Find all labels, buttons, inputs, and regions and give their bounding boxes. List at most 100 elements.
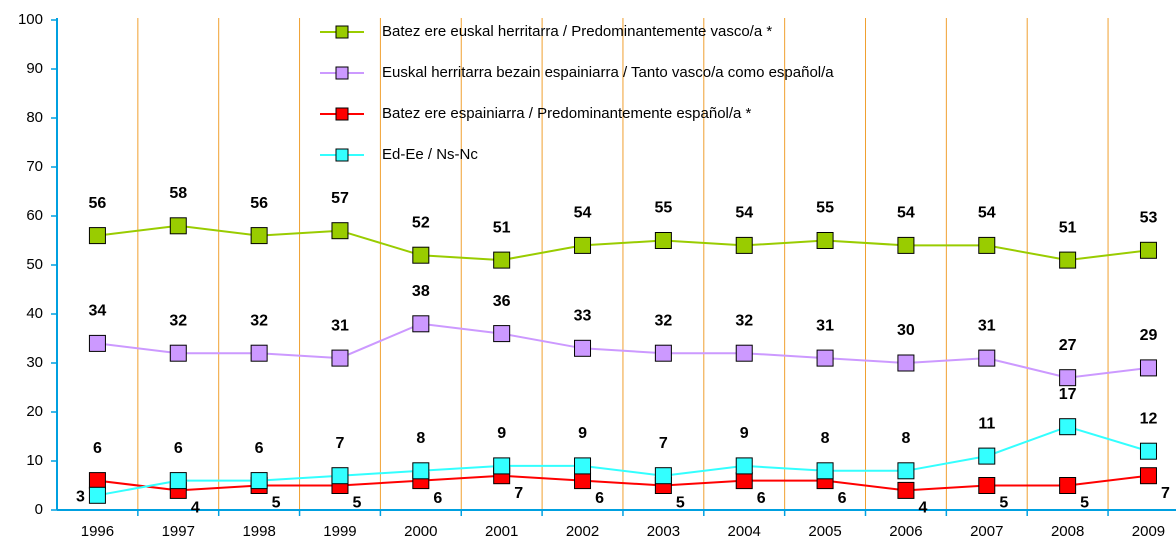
value-label: 6: [838, 490, 847, 507]
value-label: 54: [897, 205, 915, 222]
value-label: 5: [999, 495, 1008, 512]
value-label: 12: [1140, 410, 1158, 427]
value-label: 36: [493, 293, 511, 310]
value-label: 31: [816, 317, 834, 334]
marker: [250, 227, 268, 245]
x-tick-label: 2006: [889, 523, 922, 540]
marker: [493, 325, 511, 343]
y-tick-label: 100: [18, 11, 43, 28]
marker: [574, 339, 592, 357]
x-tick-label: 2000: [404, 523, 437, 540]
value-label: 8: [821, 430, 830, 447]
marker: [897, 462, 915, 480]
marker: [1139, 467, 1157, 485]
legend-marker: [335, 25, 349, 39]
value-label: 51: [1059, 219, 1077, 236]
marker: [654, 232, 672, 249]
value-label: 53: [1140, 210, 1158, 227]
marker: [88, 486, 106, 504]
value-label: 55: [654, 200, 672, 217]
x-tick-label: 1998: [242, 523, 275, 540]
marker: [816, 462, 834, 480]
value-label: 4: [191, 500, 200, 517]
marker: [574, 472, 592, 490]
y-tick-label: 0: [35, 501, 43, 518]
value-label: 9: [740, 425, 749, 442]
x-tick-label: 2007: [970, 523, 1003, 540]
legend-marker: [335, 107, 349, 121]
series-line: [97, 322, 1149, 379]
value-label: 34: [89, 303, 107, 320]
value-label: 33: [574, 308, 592, 325]
value-label: 6: [595, 490, 604, 507]
value-label: 38: [412, 283, 430, 300]
x-tick-label: 2003: [647, 523, 680, 540]
marker: [493, 457, 511, 475]
x-tick-label: 2009: [1132, 523, 1165, 540]
value-label: 17: [1059, 386, 1077, 403]
marker: [169, 472, 187, 490]
y-tick-label: 10: [26, 452, 43, 469]
marker: [493, 251, 511, 269]
legend-marker: [335, 148, 349, 162]
marker: [331, 349, 349, 367]
value-label: 32: [250, 312, 268, 329]
x-tick-label: 2001: [485, 523, 518, 540]
value-label: 6: [174, 440, 183, 457]
marker: [897, 481, 915, 499]
value-label: 6: [433, 490, 442, 507]
value-label: 51: [493, 219, 511, 236]
value-label: 3: [76, 489, 85, 506]
x-tick-label: 1997: [162, 523, 195, 540]
marker: [897, 354, 915, 372]
y-tick-label: 40: [26, 305, 43, 322]
marker: [1059, 251, 1077, 269]
marker: [1059, 477, 1077, 494]
marker: [735, 344, 753, 362]
y-tick-label: 50: [26, 256, 43, 273]
y-tick-label: 90: [26, 60, 43, 77]
marker: [1059, 369, 1077, 387]
marker: [331, 222, 349, 240]
value-label: 7: [514, 485, 523, 502]
legend-label: Ed-Ee / Ns-Nc: [382, 146, 478, 163]
value-label: 32: [654, 312, 672, 329]
value-label: 9: [497, 425, 506, 442]
marker: [1139, 442, 1157, 460]
value-label: 9: [578, 425, 587, 442]
value-label: 4: [918, 500, 927, 517]
marker: [978, 236, 996, 254]
value-label: 29: [1140, 327, 1158, 344]
marker: [574, 457, 592, 475]
value-label: 30: [897, 322, 915, 339]
value-label: 58: [169, 185, 187, 202]
marker: [1059, 418, 1077, 436]
marker: [250, 344, 268, 362]
marker: [88, 472, 106, 490]
value-label: 55: [816, 200, 834, 217]
marker: [816, 232, 834, 249]
x-tick-label: 2004: [728, 523, 761, 540]
marker: [574, 236, 592, 254]
value-label: 27: [1059, 337, 1077, 354]
series-line: [97, 474, 1149, 492]
y-tick-label: 30: [26, 354, 43, 371]
value-label: 7: [659, 435, 668, 452]
value-label: 7: [1161, 485, 1170, 502]
value-label: 5: [1080, 495, 1089, 512]
marker: [331, 467, 349, 485]
value-label: 54: [978, 205, 996, 222]
value-label: 5: [676, 495, 685, 512]
marker: [816, 349, 834, 367]
x-tick-label: 2005: [808, 523, 841, 540]
x-tick-label: 1996: [81, 523, 114, 540]
x-tick-label: 1999: [323, 523, 356, 540]
value-label: 56: [89, 195, 107, 212]
y-tick-label: 70: [26, 158, 43, 175]
marker: [735, 236, 753, 254]
marker: [1139, 359, 1157, 377]
marker: [88, 334, 106, 352]
value-label: 11: [978, 415, 995, 432]
legend-label: Batez ere espainiarra / Predominantement…: [382, 105, 752, 122]
